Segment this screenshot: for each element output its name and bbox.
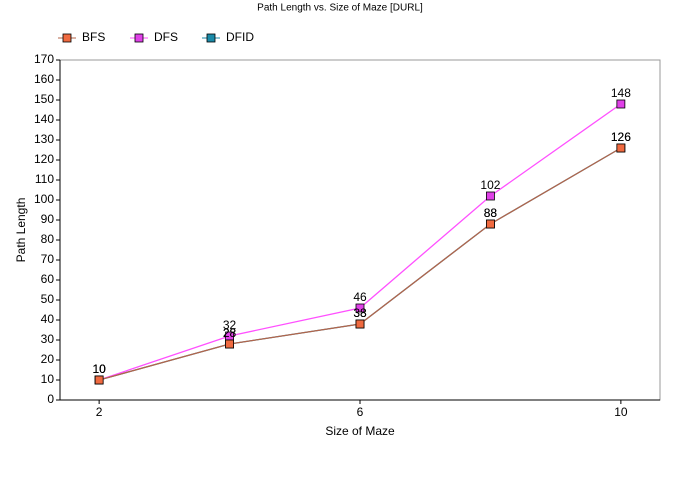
y-tick-label: 130 [34,132,54,146]
data-label: 32 [223,318,237,332]
legend-marker [62,33,72,43]
y-tick-label: 120 [34,152,54,166]
y-tick-label: 140 [34,112,54,126]
x-tick-label: 2 [96,405,103,419]
data-point [616,99,626,109]
y-tick-label: 80 [41,232,55,246]
legend-marker [134,33,144,43]
legend-label: BFS [82,30,105,44]
chart-title: Path Length vs. Size of Maze [DURL] [257,3,423,14]
x-tick-label: 10 [614,405,628,419]
y-tick-label: 40 [41,312,55,326]
y-tick-label: 70 [41,252,55,266]
data-point [486,191,495,201]
data-label: 10 [92,362,106,376]
data-label: 38 [353,306,367,320]
y-tick-label: 20 [41,352,55,366]
data-point [355,303,365,313]
data-label: 46 [353,290,367,304]
data-point [486,219,495,229]
y-tick-label: 170 [34,52,54,66]
y-tick-label: 110 [35,172,54,186]
data-label: 126 [611,130,631,144]
y-tick-label: 60 [41,272,55,286]
y-tick-label: 150 [34,92,54,106]
data-point [355,319,365,329]
data-label: 28 [223,326,237,340]
data-label: 10 [92,362,106,376]
y-tick-label: 30 [41,332,55,346]
data-label: 102 [480,178,500,192]
y-tick-label: 160 [34,72,54,86]
data-label: 88 [484,206,498,220]
data-point [616,143,626,153]
legend-label: DFID [226,30,254,44]
data-label: 148 [611,86,631,100]
x-axis-label: Size of Maze [325,424,395,438]
y-axis-label: Path Length [14,198,28,263]
legend-label: DFS [154,30,178,44]
legend-marker [206,33,216,43]
y-tick-label: 100 [34,192,54,206]
y-tick-label: 0 [47,392,54,406]
y-tick-label: 90 [41,212,55,226]
x-tick-label: 6 [357,405,364,419]
data-label: 10 [92,362,106,376]
data-point [225,339,234,349]
data-label: 88 [484,206,498,220]
data-point [94,375,104,385]
data-label: 126 [611,130,631,144]
y-tick-label: 10 [41,372,55,386]
y-tick-label: 50 [41,292,55,306]
